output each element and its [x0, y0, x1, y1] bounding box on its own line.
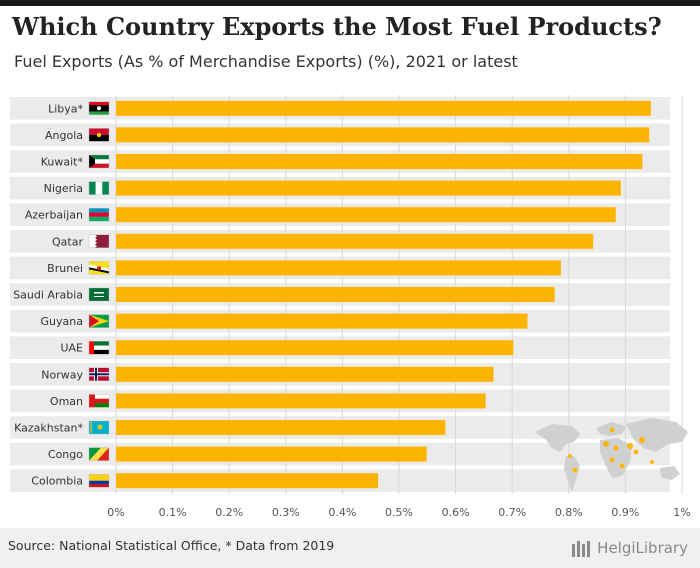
x-tick-label: 0.3% — [272, 506, 300, 519]
x-tick-label: 0.6% — [442, 506, 470, 519]
bar — [116, 207, 616, 223]
bar — [116, 154, 643, 169]
x-tick-label: 0.1% — [159, 506, 187, 519]
footer: Source: National Statistical Office, * D… — [0, 528, 700, 568]
brunei-flag-icon — [88, 261, 110, 275]
congo-flag-icon — [88, 447, 110, 461]
bar — [116, 473, 379, 489]
uae-flag-icon — [88, 341, 110, 355]
angola-flag-icon — [88, 128, 110, 142]
category-label: Congo — [48, 448, 83, 461]
bar — [116, 233, 594, 249]
brand-name: HelgiLibrary — [597, 539, 688, 557]
bar — [116, 100, 651, 116]
library-icon — [572, 541, 591, 557]
category-label: UAE — [60, 342, 83, 355]
category-label: Kuwait* — [41, 156, 84, 169]
category-label: Saudi Arabia — [13, 289, 83, 302]
category-label: Guyana — [41, 315, 83, 328]
guyana-flag-icon — [88, 314, 110, 328]
x-tick-label: 1% — [673, 506, 690, 519]
nigeria-flag-icon — [88, 181, 110, 195]
bar — [116, 180, 621, 196]
bar — [116, 393, 486, 409]
qatar-flag-icon — [88, 234, 110, 249]
libya-flag-icon — [88, 101, 110, 116]
bar — [116, 260, 561, 276]
category-label: Oman — [50, 395, 83, 408]
x-tick-label: 0.8% — [555, 506, 583, 519]
source-note: Source: National Statistical Office, * D… — [8, 538, 335, 553]
category-label: Angola — [45, 129, 83, 142]
norway-flag-icon — [88, 367, 110, 381]
brand-logo: HelgiLibrary — [571, 536, 688, 560]
oman-flag-icon — [88, 394, 110, 408]
category-label: Brunei — [47, 262, 83, 275]
kuwait-flag-icon — [88, 154, 110, 169]
chart-title: Which Country Exports the Most Fuel Prod… — [12, 12, 662, 41]
category-label: Nigeria — [44, 182, 83, 195]
bar — [116, 127, 650, 143]
saudi-arabia-flag-icon — [88, 287, 110, 302]
category-label: Qatar — [52, 235, 83, 248]
bar — [116, 287, 555, 302]
x-tick-label: 0.9% — [611, 506, 639, 519]
x-tick-label: 0.4% — [328, 506, 356, 519]
category-label: Azerbaijan — [25, 209, 83, 222]
x-tick-label: 0.5% — [385, 506, 413, 519]
kazakhstan-flag-icon — [88, 420, 110, 435]
top-accent-bar — [0, 0, 700, 6]
bar — [116, 340, 514, 356]
bar-chart: 0% 0.1% 0.2% 0.3% 0.4% 0.5% 0.6% 0.7% 0.8% 0.9% 1%… — [10, 95, 691, 519]
x-tick-label: 0.2% — [215, 506, 243, 519]
colombia-flag-icon — [88, 474, 110, 488]
category-label: Colombia — [31, 475, 83, 488]
azerbaijan-flag-icon — [88, 207, 110, 222]
bar — [116, 313, 528, 329]
x-tick-label: 0% — [107, 506, 124, 519]
category-label: Norway — [41, 368, 83, 381]
world-map-icon — [535, 418, 688, 492]
bar — [116, 366, 494, 382]
bar — [116, 446, 427, 462]
category-label: Kazakhstan* — [14, 422, 83, 435]
x-tick-label: 0.7% — [498, 506, 526, 519]
bar — [116, 420, 446, 435]
category-label: Libya* — [48, 102, 83, 115]
chart-subtitle: Fuel Exports (As % of Merchandise Export… — [14, 52, 518, 71]
